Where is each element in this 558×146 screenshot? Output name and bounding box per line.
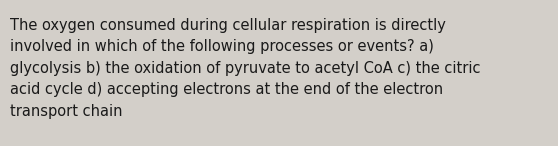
- Text: The oxygen consumed during cellular respiration is directly
involved in which of: The oxygen consumed during cellular resp…: [10, 18, 480, 119]
